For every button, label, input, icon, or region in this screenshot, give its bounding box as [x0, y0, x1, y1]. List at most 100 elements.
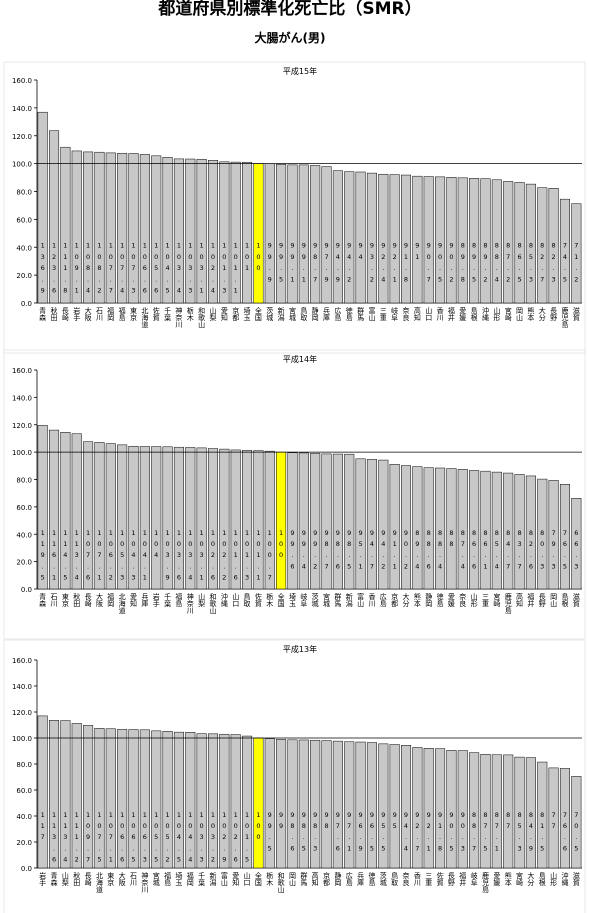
- bar: [514, 474, 525, 590]
- x-tick-label: 宮城: [288, 306, 296, 322]
- bar: [196, 447, 207, 590]
- bar: [310, 452, 321, 590]
- value-label: 106.6: [141, 242, 149, 298]
- x-tick-label: 富山: [220, 871, 228, 887]
- value-label: 103.4: [186, 529, 194, 585]
- x-tick-label: 大分: [538, 306, 546, 322]
- bar: [83, 441, 94, 590]
- bar: [344, 171, 355, 304]
- x-tick-label: 愛媛: [493, 871, 501, 887]
- value-label: 106.5: [130, 811, 138, 867]
- value-label: 100: [254, 811, 262, 845]
- x-tick-label: 東京: [61, 592, 69, 608]
- x-tick-label: 東京: [130, 306, 138, 322]
- value-label: 83.7: [516, 529, 524, 574]
- bar: [491, 179, 502, 304]
- value-label: 109.7: [84, 811, 92, 867]
- x-tick-label: 宮城: [323, 592, 331, 608]
- bar: [264, 738, 275, 869]
- bar: [480, 178, 491, 304]
- bar: [264, 450, 275, 590]
- value-label: 87: [504, 811, 512, 833]
- bar: [162, 157, 173, 304]
- bar: [400, 174, 412, 304]
- x-tick-label: 千葉: [164, 306, 172, 322]
- x-tick-label: 福井: [527, 592, 535, 608]
- value-label: 103.1: [198, 529, 206, 585]
- value-label: 104.1: [141, 529, 149, 585]
- panel-frame: [3, 349, 586, 640]
- bar: [151, 730, 162, 869]
- value-label: 99.9: [266, 242, 274, 287]
- y-tick-label: 120.0: [12, 422, 32, 430]
- x-tick-label: 岩手: [39, 871, 47, 887]
- y-tick-label: 20.0: [16, 272, 32, 280]
- x-tick-label: 高知: [516, 592, 524, 608]
- value-label: 99.5: [266, 811, 274, 856]
- bar: [457, 750, 468, 869]
- value-label: 71.2: [572, 242, 580, 287]
- value-label: 99.1: [300, 242, 308, 287]
- bar: [355, 171, 366, 304]
- value-label: 103.6: [175, 529, 183, 585]
- x-tick-label: 福井: [447, 306, 455, 322]
- x-tick-label: 京都: [323, 871, 331, 887]
- x-tick-label: 岐阜: [300, 592, 308, 608]
- bar: [389, 174, 400, 304]
- value-label: 108.4: [84, 242, 92, 298]
- x-tick-label: 長野: [550, 307, 558, 321]
- value-label: 81.5: [538, 811, 546, 856]
- value-label: 82.7: [538, 242, 546, 287]
- value-label: 101.1: [232, 242, 240, 298]
- bar: [298, 164, 309, 304]
- y-tick-label: 40.0: [16, 813, 32, 821]
- value-label: 98.5: [300, 811, 308, 856]
- y-tick-label: 80.0: [16, 189, 32, 197]
- bar: [185, 732, 196, 869]
- value-label: 97.6: [334, 811, 342, 856]
- bar: [355, 741, 366, 869]
- bar: [83, 725, 94, 869]
- bar: [128, 729, 139, 869]
- x-tick-label: 長野: [447, 872, 455, 886]
- value-label: 104.4: [186, 811, 194, 867]
- x-tick-label: 山口: [243, 871, 251, 886]
- value-label: 113.4: [73, 529, 81, 585]
- bar: [242, 450, 253, 590]
- bar: [412, 747, 423, 869]
- bar: [435, 176, 446, 304]
- value-label: 92.7: [413, 811, 421, 856]
- x-tick-label: 鳥取: [391, 871, 399, 887]
- bar: [537, 478, 548, 590]
- value-label: 99.2: [311, 529, 319, 574]
- value-label: 90.5: [447, 811, 455, 856]
- bar: [378, 459, 389, 590]
- bar: [332, 170, 343, 304]
- bar: [117, 444, 128, 590]
- x-tick-label: 群馬: [357, 306, 365, 322]
- bar: [446, 177, 457, 304]
- x-tick-label: 宮崎: [504, 306, 512, 321]
- value-label: 98.6: [288, 811, 296, 856]
- value-label: 103.3: [198, 811, 206, 867]
- value-label: 85.3: [516, 811, 524, 856]
- x-tick-label: 高知: [311, 871, 319, 887]
- bar: [37, 715, 48, 869]
- value-label: 96.9: [357, 811, 365, 856]
- x-tick-label: 神奈川: [141, 871, 149, 893]
- value-label: 82.3: [550, 242, 558, 287]
- x-tick-label: 全国: [277, 592, 285, 608]
- x-tick-label: 佐賀: [436, 871, 444, 887]
- bar: [491, 754, 502, 869]
- x-tick-label: 京都: [232, 306, 240, 322]
- bar: [230, 449, 241, 590]
- value-label: 91: [413, 242, 421, 264]
- bar: [276, 451, 287, 590]
- bar: [559, 198, 570, 304]
- bar: [491, 471, 502, 590]
- y-tick-label: 60.0: [16, 787, 32, 795]
- y-tick-label: 160.0: [12, 367, 32, 375]
- x-tick-label: 福島: [118, 306, 126, 322]
- value-label: 104.5: [164, 242, 172, 298]
